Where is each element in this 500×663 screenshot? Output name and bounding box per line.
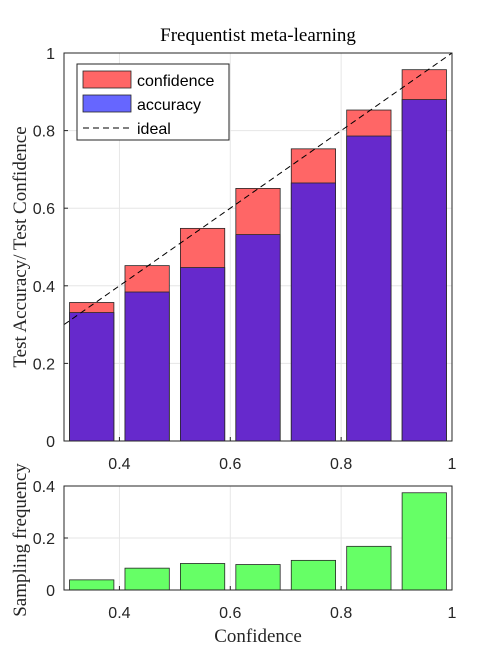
legend-label-accuracy: accuracy (137, 97, 201, 114)
frequency-y-ticks: 0 0.2 0.4 (33, 479, 68, 600)
legend-label-confidence: confidence (137, 73, 214, 90)
x-axis-label: Confidence (214, 626, 302, 647)
frequency-x-tick-label: 0.8 (330, 605, 352, 622)
accuracy-bar (179, 267, 226, 442)
calibration-y-axis-label: Test Accuracy/ Test Confidence (10, 126, 31, 367)
calibration-y-tick-label: 0.8 (33, 124, 55, 141)
frequency-y-axis-label: Sampling frequency (10, 463, 31, 617)
accuracy-bar (401, 99, 447, 442)
frequency-bar (124, 567, 170, 591)
frequency-x-tick-label: 0.6 (219, 605, 241, 622)
accuracy-bar (235, 234, 281, 442)
legend-label-ideal: ideal (137, 121, 171, 138)
calibration-x-tick-label: 0.8 (330, 456, 352, 473)
accuracy-bar (124, 291, 170, 442)
calibration-y-tick-label: 0 (46, 434, 55, 451)
calibration-y-tick-label: 0.6 (33, 201, 55, 218)
calibration-y-ticks: 0 0.2 0.4 0.6 0.8 1 (33, 46, 68, 451)
frequency-plot: 0 0.2 0.4 0.4 0.6 0.8 1 Sampling frequency Co… (10, 463, 457, 647)
accuracy-bar (69, 312, 115, 442)
calibration-x-tick-label: 0.4 (108, 456, 130, 473)
frequency-bar (290, 559, 336, 591)
legend-swatch-confidence (82, 70, 132, 89)
ideal-line (63, 52, 453, 326)
frequency-x-tick-label: 1 (448, 605, 457, 622)
calibration-bars (69, 69, 447, 442)
frequency-y-tick-label: 0 (46, 583, 55, 600)
frequency-bars (69, 492, 447, 591)
frequency-bar (179, 563, 226, 591)
accuracy-bar (290, 182, 336, 442)
frequency-x-tick-label: 0.4 (108, 605, 130, 622)
frequency-bar (346, 545, 392, 591)
frequency-bar (235, 564, 281, 591)
frequency-x-ticks: 0.4 0.6 0.8 1 (108, 586, 457, 622)
accuracy-bar (346, 135, 392, 442)
calibration-x-tick-label: 0.6 (219, 456, 241, 473)
calibration-plot-frame (63, 52, 453, 442)
calibration-x-ticks: 0.4 0.6 0.8 1 (108, 437, 457, 473)
calibration-y-tick-label: 1 (46, 46, 55, 63)
frequency-y-tick-label: 0.4 (33, 479, 55, 496)
legend-swatch-accuracy (82, 94, 132, 113)
frequency-bar (69, 579, 115, 591)
calibration-y-tick-label: 0.2 (33, 356, 55, 373)
frequency-y-tick-label: 0.2 (33, 531, 55, 548)
calibration-plot: 0 0.2 0.4 0.6 0.8 1 0.4 0.6 0.8 1 Frequentist me… (10, 25, 457, 473)
legend: confidence accuracy ideal (76, 63, 230, 141)
calibration-x-tick-label: 1 (448, 456, 457, 473)
calibration-y-tick-label: 0.4 (33, 279, 55, 296)
frequency-bar (401, 492, 447, 591)
chart-title: Frequentist meta-learning (160, 25, 356, 46)
